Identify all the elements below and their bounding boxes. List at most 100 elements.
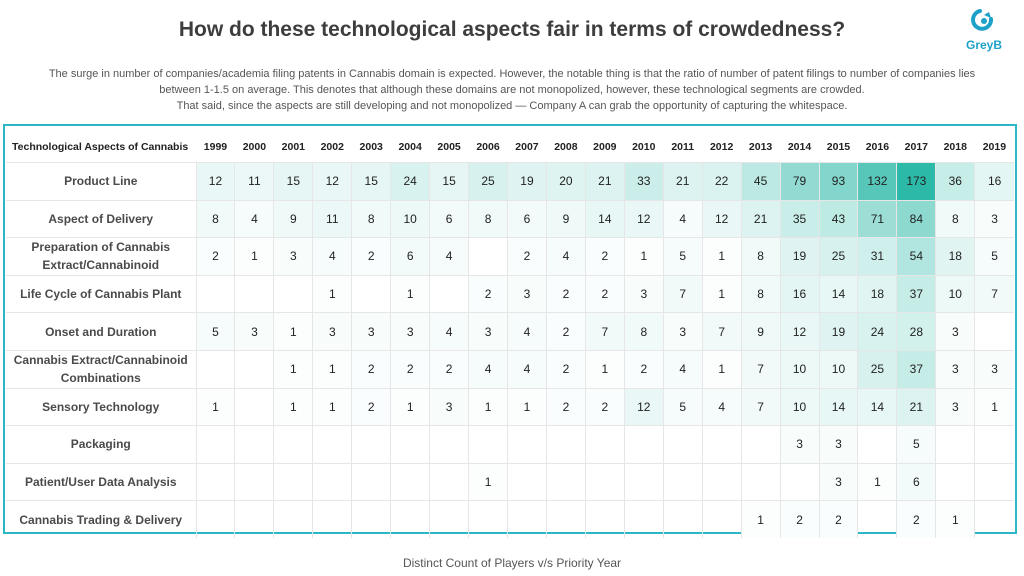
heatmap-cell — [273, 425, 313, 464]
heatmap-cell: 25 — [468, 162, 508, 201]
heatmap-cell: 20 — [545, 162, 586, 201]
heatmap-cell: 10 — [935, 274, 975, 313]
heatmap-cell: 3 — [662, 312, 703, 351]
heatmap-cell: 4 — [701, 387, 742, 426]
heatmap-cell: 7 — [740, 387, 781, 426]
heatmap-cell — [584, 425, 625, 464]
heatmap-cell — [312, 425, 352, 464]
heatmap-cell: 15 — [273, 162, 313, 201]
heatmap-cell: 12 — [623, 199, 664, 238]
page-title: How do these technological aspects fair … — [178, 18, 846, 41]
heatmap-cell: 25 — [818, 237, 858, 276]
heatmap-cell: 24 — [857, 312, 897, 351]
heatmap-cell — [701, 500, 742, 538]
heatmap-cell — [351, 462, 391, 501]
heatmap-cell: 93 — [818, 162, 858, 201]
heatmap-cell: 1 — [974, 387, 1014, 426]
year-header: 2013 — [748, 141, 773, 153]
heatmap-cell: 7 — [974, 274, 1014, 313]
heatmap-cell: 16 — [779, 274, 819, 313]
heatmap-cell: 8 — [935, 199, 975, 238]
heatmap-cell: 3 — [234, 312, 274, 351]
heatmap-cell — [351, 500, 391, 538]
row-label: Product Line — [6, 162, 196, 201]
heatmap-cell — [273, 500, 313, 538]
heatmap-cell — [623, 500, 664, 538]
heatmap-cell — [662, 425, 703, 464]
heatmap-cell: 2 — [545, 274, 586, 313]
heatmap-cell: 1 — [273, 387, 313, 426]
heatmap-cell: 10 — [779, 387, 819, 426]
heatmap-cell: 36 — [935, 162, 975, 201]
heatmap-cell: 3 — [935, 312, 975, 351]
heatmap-cell: 173 — [896, 162, 936, 201]
heatmap-cell: 8 — [468, 199, 508, 238]
year-header: 2015 — [826, 141, 851, 153]
heatmap-cell: 12 — [779, 312, 819, 351]
subtitle-line: between 1-1.5 on average. This denotes t… — [159, 84, 865, 96]
heatmap-cell — [974, 462, 1014, 501]
heatmap-cell — [974, 312, 1014, 351]
heatmap-cell: 3 — [935, 387, 975, 426]
heatmap-cell: 1 — [312, 274, 352, 313]
heatmap-cell: 43 — [818, 199, 858, 238]
heatmap-cell: 2 — [584, 237, 625, 276]
chart-caption: Distinct Count of Players v/s Priority Y… — [402, 556, 622, 570]
heatmap-frame: Technological Aspects of Cannabis 1999 20… — [3, 124, 1017, 538]
year-header: 2018 — [943, 141, 967, 153]
heatmap-cell — [701, 462, 742, 501]
heatmap-row: Cannabis Extract/Cannabinoid Combination… — [6, 349, 1014, 389]
header-row: Technological Aspects of Cannabis 1999 20… — [6, 132, 1014, 163]
heatmap-cell — [623, 462, 664, 501]
heatmap-cell — [390, 500, 430, 538]
heatmap-cell: 1 — [390, 274, 430, 313]
heatmap-cell — [701, 425, 742, 464]
heatmap-cell: 8 — [195, 199, 235, 238]
heatmap-body: Product Line 12 11 15 12 15 24 15 25 19 20 21 33 21 22… — [6, 162, 1014, 538]
heatmap-row: Cannabis Trading & Delivery 1 2 2 2 1 — [6, 500, 1014, 538]
heatmap-cell: 1 — [623, 237, 664, 276]
heatmap-cell — [234, 349, 274, 389]
year-header: 2012 — [709, 141, 734, 153]
heatmap-cell: 24 — [390, 162, 430, 201]
heatmap-cell: 1 — [935, 500, 975, 538]
heatmap-cell: 2 — [351, 237, 391, 276]
year-header: 2017 — [904, 141, 929, 153]
heatmap-cell: 2 — [429, 349, 469, 389]
heatmap-cell: 1 — [701, 237, 742, 276]
heatmap-cell: 18 — [935, 237, 975, 276]
heatmap-cell — [545, 425, 586, 464]
heatmap-cell: 1 — [273, 312, 313, 351]
heatmap-cell — [935, 425, 975, 464]
heatmap-cell: 11 — [312, 199, 352, 238]
heatmap-cell — [429, 500, 469, 538]
heatmap-cell: 1 — [390, 387, 430, 426]
heatmap-cell — [273, 462, 313, 501]
year-header: 2000 — [242, 141, 267, 153]
heatmap-cell: 3 — [818, 425, 858, 464]
heatmap-cell — [507, 462, 547, 501]
heatmap-cell: 21 — [740, 199, 781, 238]
row-label: Aspect of Delivery — [6, 199, 196, 238]
heatmap-cell: 1 — [234, 237, 274, 276]
year-header: 2004 — [398, 141, 422, 153]
heatmap-cell — [584, 500, 625, 538]
heatmap-cell: 1 — [507, 387, 547, 426]
heatmap-cell: 8 — [351, 199, 391, 238]
heatmap-cell — [429, 274, 469, 313]
heatmap-cell: 2 — [390, 349, 430, 389]
heatmap-cell: 19 — [818, 312, 858, 351]
heatmap-cell — [195, 349, 235, 389]
heatmap-cell: 1 — [273, 349, 313, 389]
heatmap-cell: 3 — [974, 199, 1014, 238]
heatmap-cell: 5 — [896, 425, 936, 464]
greyb-logo-icon — [971, 9, 994, 31]
heatmap-cell: 2 — [545, 387, 586, 426]
heatmap-cell: 2 — [545, 349, 586, 389]
heatmap-cell — [740, 425, 781, 464]
heatmap-cell: 5 — [974, 237, 1014, 276]
heatmap-cell: 1 — [468, 387, 508, 426]
row-label: Sensory Technology — [6, 387, 196, 426]
heatmap-cell — [507, 425, 547, 464]
year-header: 2010 — [632, 141, 656, 153]
